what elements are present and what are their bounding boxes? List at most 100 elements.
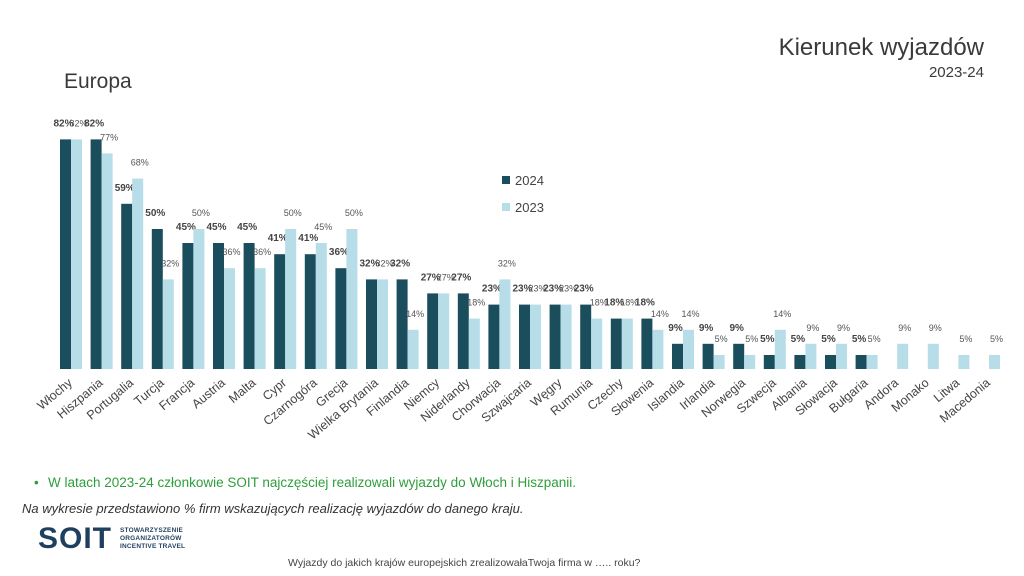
bar-2024 xyxy=(90,139,102,369)
data-label-2023: 23% xyxy=(559,284,577,294)
soit-logo: SOIT STOWARZYSZENIE ORGANIZATORÓW INCENT… xyxy=(38,524,185,554)
data-label-2023: 18% xyxy=(590,298,608,308)
bar-2023 xyxy=(285,229,297,369)
data-label-2023: 50% xyxy=(284,208,302,218)
data-label-2024: 5% xyxy=(821,334,836,345)
category-label: Malta xyxy=(226,376,258,406)
bar-2023 xyxy=(989,355,1000,369)
data-label-2023: 5% xyxy=(745,334,758,344)
bar-2023 xyxy=(897,343,909,369)
data-label-2024: 23% xyxy=(512,284,532,295)
bar-2024 xyxy=(763,355,775,369)
bar-2023 xyxy=(805,343,817,369)
logo-subtitle: STOWARZYSZENIE ORGANIZATORÓW INCENTIVE T… xyxy=(120,527,185,551)
data-label-2023: 36% xyxy=(222,247,240,257)
bar-2023 xyxy=(407,329,419,369)
summary-bullet: • W latach 2023-24 członkowie SOIT najczę… xyxy=(34,475,576,490)
bar-chart: 82%82%Włochy82%77%Hiszpania59%68%Portuga… xyxy=(35,118,1003,442)
data-label-2023: 68% xyxy=(131,158,149,168)
chart-note: Na wykresie przedstawiono % firm wskazuj… xyxy=(22,501,524,516)
bar-2024 xyxy=(243,243,255,369)
legend-label-2024: 2024 xyxy=(515,173,544,188)
data-label-2023: 9% xyxy=(898,323,911,333)
data-label-2023: 32% xyxy=(498,258,516,268)
data-label-2024: 45% xyxy=(206,222,226,233)
bar-2023 xyxy=(866,355,878,369)
bar-2024 xyxy=(60,139,71,369)
bar-2023 xyxy=(101,153,113,369)
bar-2023 xyxy=(927,343,939,369)
data-label-2023: 32% xyxy=(161,258,179,268)
bar-2023 xyxy=(652,329,664,369)
bar-2024 xyxy=(610,318,622,369)
data-label-2023: 14% xyxy=(651,309,669,319)
bar-2024 xyxy=(855,355,867,369)
bar-2023 xyxy=(744,355,756,369)
bar-2024 xyxy=(641,318,653,369)
bar-2024 xyxy=(182,243,194,369)
bar-2024 xyxy=(366,279,377,369)
bar-2024 xyxy=(580,304,592,369)
legend-swatch-2024 xyxy=(502,176,510,184)
data-label-2023: 14% xyxy=(681,309,699,319)
data-label-2023: 23% xyxy=(528,284,546,294)
logo-line: INCENTIVE TRAVEL xyxy=(120,543,186,550)
data-label-2024: 50% xyxy=(145,208,165,219)
section-label: Europa xyxy=(64,70,132,93)
bar-2024 xyxy=(274,254,286,369)
bar-2023 xyxy=(958,355,970,369)
bar-2023 xyxy=(774,329,786,369)
slide-title: Kierunek wyjazdów xyxy=(778,34,984,61)
bar-2024 xyxy=(457,293,469,369)
bar-2024 xyxy=(519,304,530,369)
data-label-2024: 23% xyxy=(482,284,502,295)
data-label-2024: 59% xyxy=(115,183,135,194)
bar-2023 xyxy=(224,268,235,369)
data-label-2023: 27% xyxy=(437,272,455,282)
bar-2023 xyxy=(132,178,144,369)
data-label-2024: 23% xyxy=(574,284,594,295)
logo-line: STOWARZYSZENIE xyxy=(120,527,184,534)
data-label-2024: 27% xyxy=(451,272,471,283)
data-label-2023: 5% xyxy=(990,334,1003,344)
data-label-2023: 50% xyxy=(345,208,363,218)
bar-2023 xyxy=(836,343,847,369)
bar-2023 xyxy=(591,318,603,369)
data-label-2023: 18% xyxy=(620,298,638,308)
category-label: Francja xyxy=(156,376,197,414)
bar-2024 xyxy=(213,243,224,369)
data-label-2024: 9% xyxy=(729,323,744,334)
bar-2024 xyxy=(427,293,439,369)
survey-question: Wyjazdy do jakich krajów europejskich zr… xyxy=(288,557,641,569)
bar-2024 xyxy=(672,343,683,369)
data-label-2023: 14% xyxy=(773,309,791,319)
data-label-2024: 45% xyxy=(237,222,257,233)
data-label-2023: 9% xyxy=(929,323,942,333)
bar-2023 xyxy=(71,139,82,369)
data-label-2023: 9% xyxy=(837,323,850,333)
bar-2024 xyxy=(488,304,500,369)
bar-2023 xyxy=(621,318,633,369)
data-label-2023: 50% xyxy=(192,208,210,218)
bar-2023 xyxy=(713,355,725,369)
bar-2024 xyxy=(121,203,133,369)
bar-2023 xyxy=(377,279,388,369)
data-label-2023: 9% xyxy=(806,323,819,333)
bar-2023 xyxy=(530,304,541,369)
category-label: Austria xyxy=(189,376,228,412)
bar-2023 xyxy=(468,318,480,369)
data-label-2023: 18% xyxy=(467,298,485,308)
data-label-2024: 41% xyxy=(298,233,318,244)
data-label-2024: 45% xyxy=(176,222,196,233)
data-label-2023: 77% xyxy=(100,132,118,142)
slide-subtitle: 2023-24 xyxy=(928,64,984,81)
bar-2023 xyxy=(315,243,327,369)
legend-swatch-2023 xyxy=(502,203,510,211)
data-label-2023: 36% xyxy=(253,247,271,257)
bar-2024 xyxy=(304,254,316,369)
data-label-2023: 32% xyxy=(375,258,393,268)
bar-2023 xyxy=(193,229,205,369)
bar-2023 xyxy=(438,293,450,369)
summary-text: W latach 2023-24 członkowie SOIT najczęś… xyxy=(48,475,576,490)
logo-wordmark: SOIT xyxy=(38,522,113,555)
